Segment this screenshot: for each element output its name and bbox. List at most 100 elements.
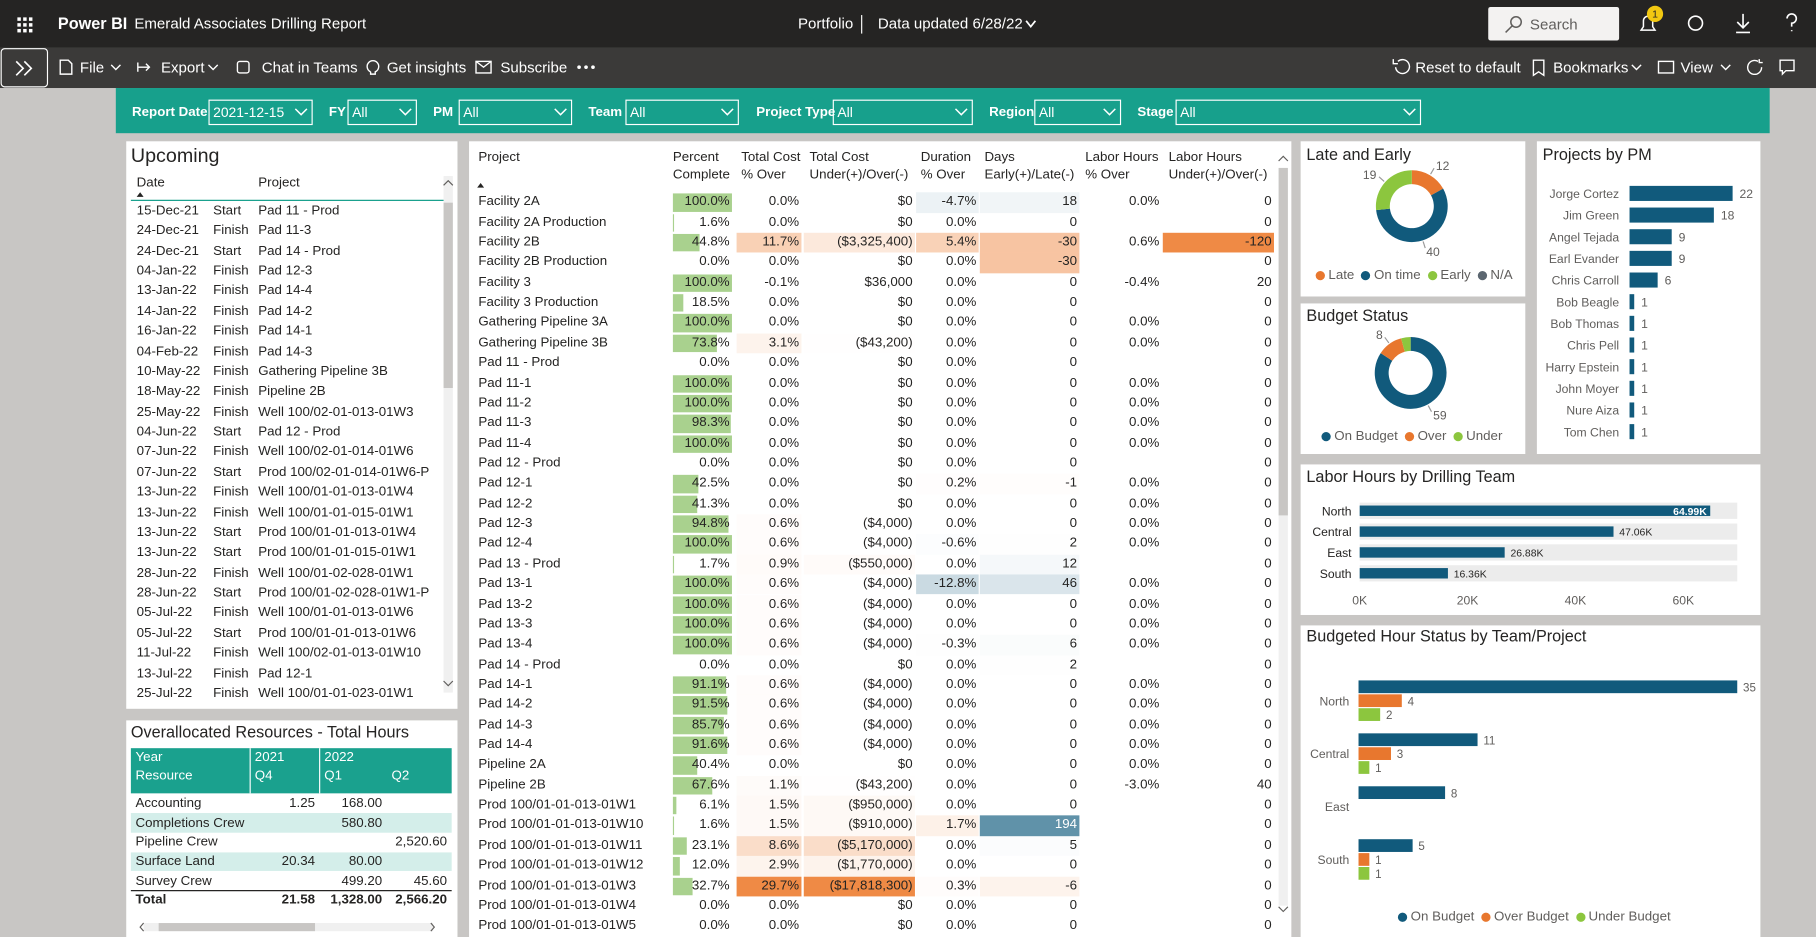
search-placeholder[interactable]: Search bbox=[1530, 16, 1578, 33]
upcoming-cell: Pad 14-4 bbox=[258, 284, 312, 298]
expand-pane[interactable] bbox=[1, 49, 47, 87]
toolbar-item[interactable]: Get insights bbox=[387, 58, 467, 75]
table-cell: 0.0% bbox=[916, 675, 979, 695]
legend-item[interactable]: Late bbox=[1316, 269, 1355, 283]
toolbar-item[interactable]: Bookmarks bbox=[1553, 58, 1628, 75]
table-cell: 0.6% bbox=[737, 695, 802, 715]
column-header[interactable]: Days Early(+)/Late(-) bbox=[984, 149, 1082, 184]
upcoming-cell: Well 100/01-01-015-01W1 bbox=[258, 506, 413, 520]
table-cell: 0 bbox=[1163, 514, 1274, 534]
column-header[interactable]: Labor Hours Under(+)/Over(-) bbox=[1169, 149, 1276, 184]
column-header[interactable]: Total Cost % Over bbox=[741, 149, 805, 184]
table-cell: 0 bbox=[1163, 374, 1274, 394]
table-cell: $0 bbox=[804, 213, 915, 233]
legend-item[interactable]: On time bbox=[1361, 269, 1420, 283]
table-cell: -3.0% bbox=[1081, 776, 1162, 796]
table-cell: 0 bbox=[1163, 695, 1274, 715]
table-cell: ($4,000) bbox=[804, 575, 915, 595]
toolbar-item[interactable]: Chat in Teams bbox=[262, 58, 358, 75]
upcoming-cell: Start bbox=[213, 626, 241, 640]
legend-item[interactable]: Under Budget bbox=[1576, 910, 1671, 924]
data-updated[interactable]: Data updated 6/28/22 bbox=[878, 14, 1023, 31]
filter-dropdown[interactable] bbox=[1176, 100, 1422, 125]
x-tick-label: 20K bbox=[1457, 594, 1479, 608]
toolbar-item[interactable]: File bbox=[80, 58, 104, 75]
project-name: Pad 11-2 bbox=[475, 394, 670, 414]
column-header[interactable]: Percent Complete bbox=[673, 149, 737, 184]
column-header[interactable]: Duration % Over bbox=[921, 149, 979, 184]
table-cell: 0.9% bbox=[737, 554, 802, 574]
matrix-cell: 168.00 bbox=[341, 797, 382, 811]
toolbar-item[interactable]: View bbox=[1680, 58, 1712, 75]
table-cell: 0 bbox=[1163, 896, 1274, 916]
legend-item[interactable]: Over bbox=[1405, 430, 1447, 444]
panel-title: Budgeted Hour Status by Team/Project bbox=[1306, 627, 1586, 646]
data-label: 1 bbox=[1641, 317, 1648, 331]
table-cell: -120 bbox=[1163, 233, 1274, 253]
category-label: South bbox=[1317, 853, 1349, 867]
table-cell: -12.8% bbox=[916, 575, 979, 595]
matrix-cell: 499.20 bbox=[341, 874, 382, 888]
scrollbar-thumb[interactable] bbox=[1279, 168, 1288, 515]
legend-item[interactable]: N/A bbox=[1478, 269, 1513, 283]
column-header[interactable]: Labor Hours % Over bbox=[1085, 149, 1164, 184]
table-cell: 0.0% bbox=[737, 414, 802, 434]
toolbar-item[interactable]: Reset to default bbox=[1415, 58, 1520, 75]
table-cell: 0 bbox=[1163, 434, 1274, 454]
table-cell: 0 bbox=[1163, 916, 1274, 936]
table-cell: 0 bbox=[980, 695, 1080, 715]
column-header[interactable]: Project bbox=[478, 149, 652, 166]
legend-item[interactable]: On Budget bbox=[1398, 910, 1474, 924]
upcoming-cell: 18-May-22 bbox=[137, 385, 201, 399]
workspace[interactable]: Portfolio bbox=[798, 14, 853, 31]
toolbar-item[interactable]: Subscribe bbox=[500, 58, 567, 75]
table-cell: 0 bbox=[1163, 675, 1274, 695]
table-cell: 0 bbox=[1163, 796, 1274, 816]
upcoming-cell: 13-Jun-22 bbox=[137, 546, 197, 560]
project-name: Prod 100/01-01-013-01W10 bbox=[475, 816, 670, 836]
help-icon[interactable] bbox=[1787, 14, 1796, 31]
column-header[interactable]: Total Cost Under(+)/Over(-) bbox=[810, 149, 917, 184]
project-name: Pad 11-3 bbox=[475, 414, 670, 434]
category-label: East bbox=[1327, 546, 1352, 560]
upcoming-cell: Gathering Pipeline 3B bbox=[258, 365, 388, 379]
table-cell: 0.0% bbox=[916, 796, 979, 816]
data-label: 9 bbox=[1679, 252, 1686, 266]
upcoming-cell: 13-Jan-22 bbox=[137, 284, 197, 298]
legend-item[interactable]: Under bbox=[1453, 430, 1502, 444]
legend-item[interactable]: Early bbox=[1428, 269, 1471, 283]
project-name: Facility 3 Production bbox=[475, 293, 670, 313]
settings-icon[interactable] bbox=[1689, 16, 1703, 30]
upcoming-cell: Finish bbox=[213, 365, 249, 379]
table-cell: 91.1% bbox=[673, 675, 732, 695]
data-label: 35 bbox=[1743, 682, 1756, 694]
chevron[interactable] bbox=[1026, 21, 1035, 27]
download-icon[interactable] bbox=[1736, 14, 1750, 33]
legend-dot bbox=[1398, 913, 1407, 922]
table-cell: 0 bbox=[980, 756, 1080, 776]
legend-item[interactable]: On Budget bbox=[1321, 430, 1397, 444]
scrollbar-thumb[interactable] bbox=[159, 923, 315, 931]
table-cell: 0 bbox=[1163, 876, 1274, 896]
app-launcher[interactable] bbox=[17, 17, 32, 32]
matrix-header: Year bbox=[136, 750, 163, 764]
filter-label: Team bbox=[588, 105, 622, 119]
toolbar-item[interactable]: Export bbox=[161, 58, 205, 75]
panel-title: Labor Hours by Drilling Team bbox=[1306, 467, 1515, 486]
table-cell: ($4,000) bbox=[804, 595, 915, 615]
table-cell: 0 bbox=[1163, 213, 1274, 233]
upcoming-cell: Well 100/02-01-014-01W6 bbox=[258, 445, 413, 459]
upcoming-cell: Prod 100/01-01-015-01W1 bbox=[258, 546, 416, 560]
project-name: Facility 2B bbox=[475, 233, 670, 253]
matrix-cell: 1.25 bbox=[289, 797, 315, 811]
scrollbar-thumb[interactable] bbox=[444, 203, 453, 388]
sort-indicator[interactable] bbox=[137, 183, 484, 197]
table-cell: 0 bbox=[980, 715, 1080, 735]
project-name: Facility 3 bbox=[475, 273, 670, 293]
legend-item[interactable]: Over Budget bbox=[1481, 910, 1569, 924]
upcoming-cell: 13-Jun-22 bbox=[137, 485, 197, 499]
table-cell: 0.0% bbox=[916, 414, 979, 434]
table-cell: 18 bbox=[980, 193, 1080, 213]
filter-dropdown[interactable] bbox=[833, 100, 973, 125]
legend-label: On time bbox=[1374, 269, 1421, 283]
